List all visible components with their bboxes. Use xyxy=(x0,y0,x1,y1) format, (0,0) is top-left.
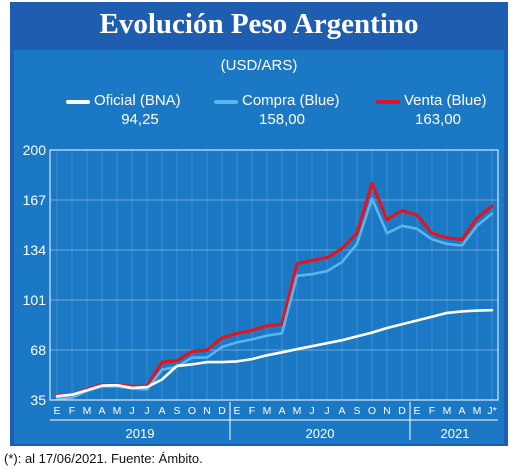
series-venta-line xyxy=(55,181,494,398)
x-month-label: M xyxy=(83,405,92,417)
legend-label-venta: Venta (Blue) xyxy=(404,92,487,109)
x-month-label: A xyxy=(338,405,345,417)
legend-label-compra: Compra (Blue) xyxy=(242,92,340,109)
x-month-label: O xyxy=(368,405,376,417)
legend-value-compra: 158,00 xyxy=(259,111,305,128)
x-month-label: S xyxy=(353,405,360,417)
x-month-label: J xyxy=(144,405,149,417)
chart-panel: (USD/ARS) Oficial (BNA) 94,25 Compra (Bl… xyxy=(14,50,504,444)
legend-label-oficial: Oficial (BNA) xyxy=(94,92,181,109)
x-month-label: J xyxy=(324,405,329,417)
y-tick-label: 200 xyxy=(23,142,47,158)
x-month-label: M xyxy=(263,405,272,417)
x-month-label: J xyxy=(129,405,134,417)
footnote: (*): al 17/06/2021. Fuente: Ámbito. xyxy=(4,451,203,466)
y-tick-label: 167 xyxy=(23,192,47,208)
x-year-label: 2020 xyxy=(306,426,335,441)
chart-title: Evolución Peso Argentino xyxy=(99,8,419,40)
y-tick-label: 134 xyxy=(23,242,47,258)
x-month-label: N xyxy=(203,405,211,417)
x-month-label: F xyxy=(249,405,255,417)
legend-value-oficial: 94,25 xyxy=(121,111,159,128)
x-month-label: S xyxy=(173,405,180,417)
x-month-label: J* xyxy=(487,405,496,417)
x-month-label: F xyxy=(429,405,435,417)
x-year-label: 2019 xyxy=(126,426,155,441)
x-month-label: D xyxy=(398,405,406,417)
x-month-label: A xyxy=(278,405,285,417)
x-month-label: A xyxy=(158,405,165,417)
y-tick-label: 35 xyxy=(30,392,46,408)
legend-value-venta: 163,00 xyxy=(415,111,461,128)
x-month-label: A xyxy=(458,405,465,417)
legend-swatch-venta xyxy=(376,100,400,104)
x-month-label: N xyxy=(383,405,391,417)
x-month-label: M xyxy=(293,405,302,417)
x-month-label: E xyxy=(53,405,60,417)
plot-border xyxy=(49,149,499,401)
legend-swatch-oficial xyxy=(66,100,90,104)
x-year-label: 2021 xyxy=(441,426,470,441)
chart-subtitle: (USD/ARS) xyxy=(220,57,298,74)
legend-swatch-compra xyxy=(214,100,238,104)
x-month-label: E xyxy=(413,405,420,417)
x-month-label: M xyxy=(473,405,482,417)
x-month-label: D xyxy=(218,405,226,417)
series-oficial-line xyxy=(55,308,494,398)
x-month-label: M xyxy=(443,405,452,417)
x-month-label: J xyxy=(309,405,314,417)
x-month-label: M xyxy=(113,405,122,417)
x-month-label: E xyxy=(233,405,240,417)
y-tick-label: 101 xyxy=(23,292,47,308)
chart-frame: Evolución Peso Argentino (USD/ARS) Ofici… xyxy=(10,2,508,446)
x-month-label: A xyxy=(98,405,105,417)
x-month-label: F xyxy=(69,405,75,417)
y-tick-label: 68 xyxy=(30,342,46,358)
x-month-label: O xyxy=(188,405,196,417)
